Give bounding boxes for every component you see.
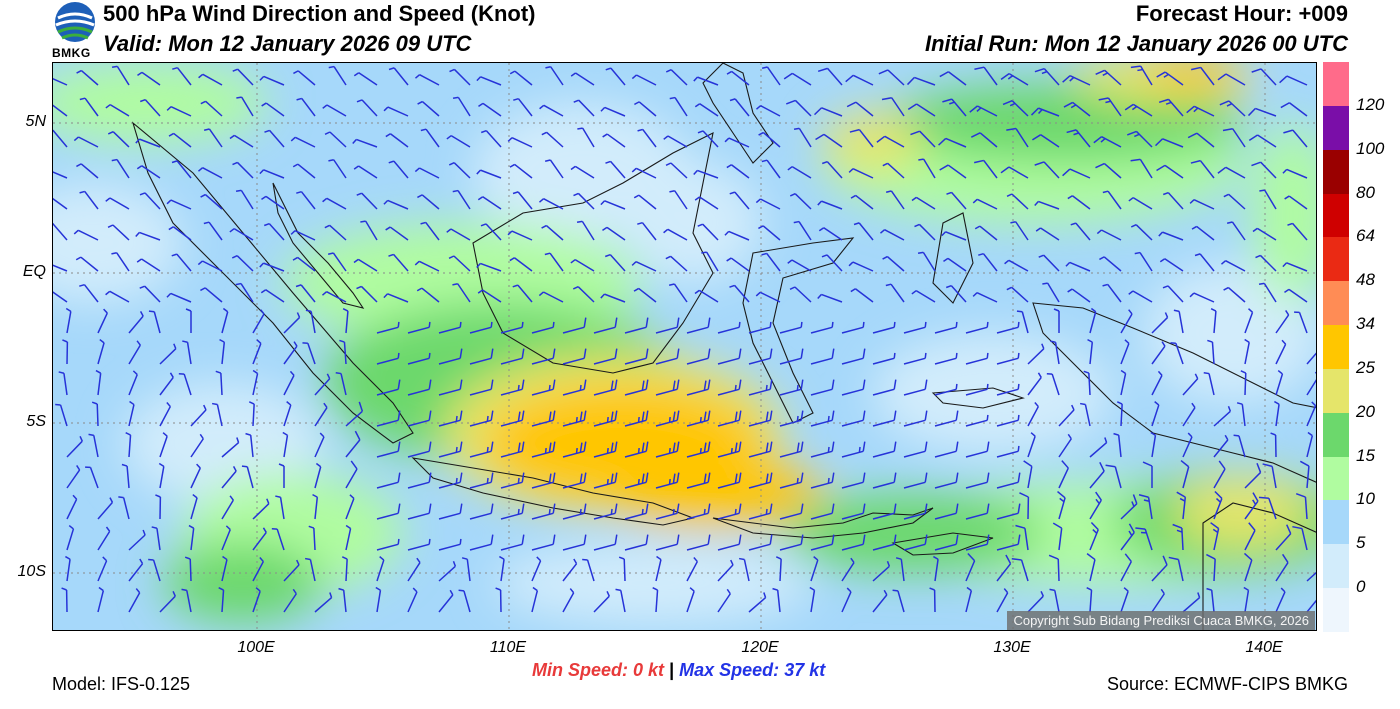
max-speed-label: Max Speed:: [679, 660, 780, 680]
wind-field-svg: [53, 63, 1316, 630]
chart-title: 500 hPa Wind Direction and Speed (Knot): [103, 1, 536, 26]
colorbar-segment: [1323, 193, 1349, 238]
colorbar-segment: [1323, 149, 1349, 195]
australia-coast: [1202, 502, 1316, 630]
colorbar: [1323, 62, 1349, 633]
colorbar-label: 25: [1356, 357, 1375, 377]
max-speed-value: 37 kt: [784, 660, 826, 680]
gridlines: [53, 63, 1316, 630]
colorbar-segment: [1323, 62, 1349, 107]
valid-time: Valid: Mon 12 January 2026 09 UTC: [103, 31, 472, 56]
min-speed-value: 0 kt: [633, 660, 665, 680]
colorbar-segment: [1323, 456, 1349, 501]
lon-tick-100e: 100E: [237, 639, 275, 656]
colorbar-label: 0: [1356, 577, 1366, 597]
colorbar-label: 15: [1356, 445, 1375, 465]
lon-tick-120e: 120E: [741, 639, 779, 656]
copyright-notice: Copyright Sub Bidang Prediksi Cuaca BMKG…: [1007, 611, 1315, 630]
source-label: Source: ECMWF-CIPS BMKG: [1106, 674, 1348, 694]
lat-tick-eq: EQ: [22, 263, 46, 280]
malay-coast: [272, 182, 365, 309]
logo-text: BMKG: [52, 46, 91, 60]
lon-tick-140e: 140E: [1245, 639, 1283, 656]
min-speed-label: Min Speed:: [532, 660, 629, 680]
lat-tick-5s: 5S: [26, 413, 46, 430]
colorbar-segment: [1323, 412, 1349, 458]
colorbar-label: 20: [1356, 401, 1375, 421]
colorbar-segment: [1323, 281, 1349, 326]
colorbar-segment: [1323, 325, 1349, 370]
lon-tick-110e: 110E: [489, 639, 527, 656]
colorbar-label: 10: [1356, 489, 1375, 509]
seram-coast: [931, 387, 1025, 409]
colorbar-segment: [1323, 500, 1349, 545]
colorbar-segment: [1323, 237, 1349, 282]
bmkg-logo-icon: [50, 0, 100, 60]
initial-run: Initial Run: Mon 12 January 2026 00 UTC: [924, 31, 1348, 56]
colorbar-label: 34: [1356, 314, 1375, 334]
lat-tick-10s: 10S: [17, 563, 46, 580]
sulawesi-coast: [742, 237, 855, 424]
colorbar-label: 48: [1356, 270, 1375, 290]
new-guinea-coast: [1032, 302, 1316, 483]
timor-coast: [891, 532, 994, 556]
wind-barbs: [53, 65, 1316, 613]
colorbar-segment: [1323, 588, 1349, 633]
forecast-hour: Forecast Hour: +009: [1135, 1, 1348, 26]
colorbar-label: 120: [1356, 94, 1385, 114]
colorbar-segment: [1323, 105, 1349, 151]
lon-tick-130e: 130E: [993, 639, 1031, 656]
colorbar-segment: [1323, 544, 1349, 589]
lat-tick-5n: 5N: [25, 113, 46, 130]
colorbar-label: 64: [1356, 226, 1375, 246]
philippines-coast: [702, 63, 774, 164]
colorbar-label: 5: [1356, 533, 1366, 553]
speed-separator: |: [669, 660, 675, 680]
colorbar-label: 100: [1356, 138, 1385, 158]
colorbar-label: 80: [1356, 182, 1375, 202]
colorbar-segment: [1323, 368, 1349, 414]
halmahera-coast: [932, 212, 974, 304]
speed-summary: Min Speed: 0 kt | Max Speed: 37 kt: [532, 660, 825, 681]
model-label: Model: IFS-0.125: [52, 674, 191, 694]
wind-map: [52, 62, 1317, 631]
